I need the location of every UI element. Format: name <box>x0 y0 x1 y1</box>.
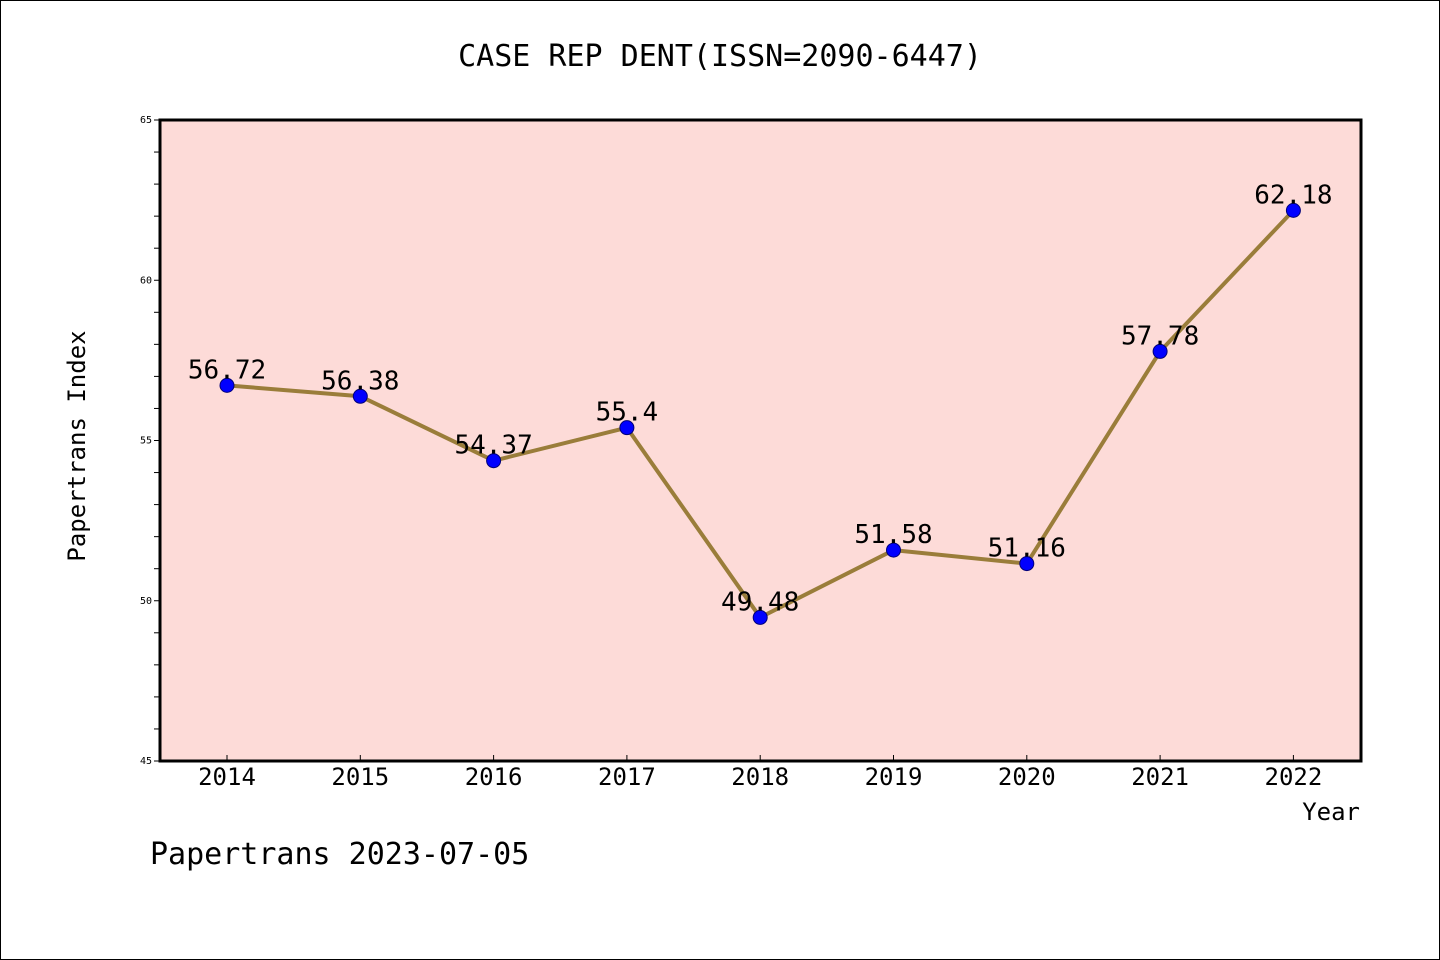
data-point <box>1019 556 1035 572</box>
footer-text: Papertrans 2023-07-05 <box>150 837 529 872</box>
x-tick-label: 2018 <box>731 763 789 791</box>
x-tick-label: 2022 <box>1265 763 1323 791</box>
data-label: 51.58 <box>854 520 932 550</box>
y-tick-label: 50 <box>140 596 152 607</box>
data-label: 56.38 <box>321 366 399 396</box>
x-axis-label: Year <box>1302 798 1360 826</box>
y-tick-label: 65 <box>140 115 152 126</box>
data-labels: 56.72 56.38 54.37 55.4 49.48 51.58 51.16 57.78 6… <box>188 180 1333 617</box>
data-point <box>486 453 502 469</box>
y-axis: 45 50 55 60 65 <box>140 115 160 767</box>
x-tick-label: 2015 <box>331 763 389 791</box>
x-tick-label: 2019 <box>865 763 923 791</box>
data-point <box>219 377 235 393</box>
data-point <box>752 609 768 625</box>
y-tick-label: 55 <box>140 436 152 447</box>
x-tick-label: 2014 <box>198 763 256 791</box>
y-tick-label: 45 <box>140 756 152 767</box>
x-tick-label: 2017 <box>598 763 656 791</box>
data-label: 57.78 <box>1121 321 1199 351</box>
data-point <box>1152 343 1168 359</box>
x-tick-label: 2020 <box>998 763 1056 791</box>
data-label: 56.72 <box>188 355 266 385</box>
data-point <box>1285 202 1301 218</box>
data-markers <box>219 202 1301 625</box>
data-point <box>619 420 635 436</box>
x-tick-label: 2016 <box>465 763 523 791</box>
chart-title: CASE REP DENT(ISSN=2090-6447) <box>458 39 982 74</box>
x-axis: 2014 2015 2016 2017 2018 2019 2020 2021 2022 <box>198 755 1322 791</box>
data-label: 55.4 <box>596 398 659 428</box>
x-tick-label: 2021 <box>1131 763 1189 791</box>
data-label: 54.37 <box>454 431 532 461</box>
data-label: 62.18 <box>1254 180 1332 210</box>
plot-area <box>160 120 1361 761</box>
y-tick-label: 60 <box>140 275 152 286</box>
y-axis-label: Papertrans Index <box>63 330 91 561</box>
plot-border <box>158 118 1363 763</box>
data-point <box>886 542 901 558</box>
data-label: 51.16 <box>988 534 1066 564</box>
data-point <box>352 388 368 404</box>
data-label: 49.48 <box>721 587 799 617</box>
